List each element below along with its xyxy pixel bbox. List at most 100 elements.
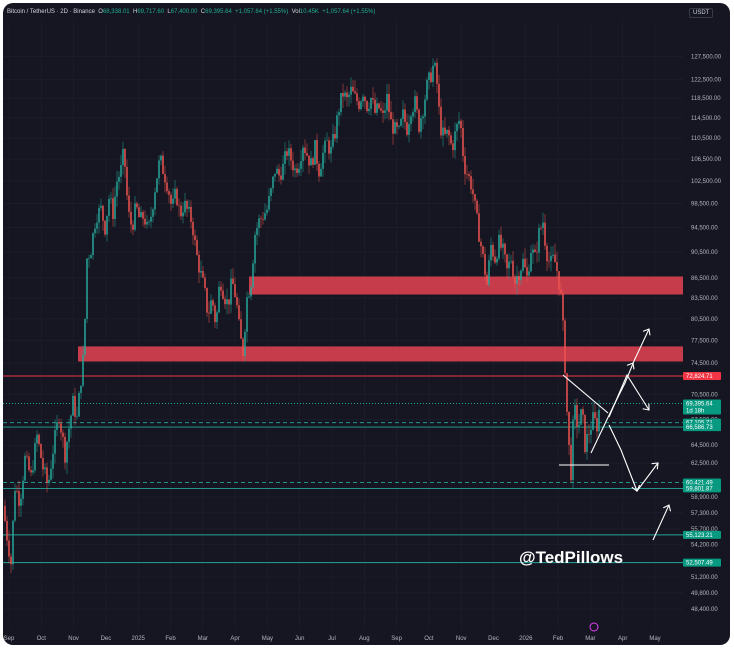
candle-body bbox=[120, 165, 122, 177]
candle-body bbox=[506, 254, 508, 269]
candle-body bbox=[528, 271, 530, 276]
candle-body bbox=[518, 275, 520, 280]
candle-body bbox=[542, 222, 544, 229]
candle-body bbox=[382, 110, 384, 113]
candle-body bbox=[272, 176, 274, 189]
candle-body bbox=[280, 175, 282, 180]
candle-body bbox=[532, 249, 534, 254]
candle-body bbox=[390, 112, 392, 120]
candle-body bbox=[318, 163, 320, 177]
candle-body bbox=[348, 94, 350, 98]
candle-body bbox=[100, 205, 102, 208]
candle-body bbox=[296, 168, 298, 173]
candle-body bbox=[524, 258, 526, 268]
candle-body bbox=[84, 318, 86, 355]
candle-body bbox=[388, 93, 390, 113]
arrow-head-stroke bbox=[631, 484, 641, 492]
candle-body bbox=[92, 233, 94, 256]
candle-body bbox=[38, 434, 40, 445]
time-axis[interactable]: Sep Oct Nov Dec 2025 Feb Mar Apr May Jun Jul Aug Sep… bbox=[4, 636, 661, 642]
candle-body bbox=[58, 422, 60, 424]
candle-body bbox=[326, 140, 328, 142]
resistance-zone bbox=[78, 346, 683, 362]
candle-body bbox=[400, 118, 402, 126]
candle-body bbox=[244, 331, 246, 357]
candle-body bbox=[204, 277, 206, 288]
x-tick-label: Mar bbox=[585, 636, 595, 642]
candle-body bbox=[288, 148, 290, 156]
candle-body bbox=[232, 278, 234, 285]
y-tick-label: 55,700.00 bbox=[691, 527, 718, 533]
candle-body bbox=[420, 118, 422, 132]
y-tick-label: 62,500.00 bbox=[691, 461, 718, 467]
candle-body bbox=[106, 215, 108, 235]
scenario-line bbox=[562, 374, 609, 414]
candle-body bbox=[512, 260, 514, 277]
x-tick-label: May bbox=[262, 636, 273, 642]
level-label: 66,586.73 bbox=[686, 425, 713, 431]
candle-body bbox=[48, 479, 50, 483]
price-chart[interactable]: 127,500.00 122,500.00 118,500.00 114,500.00… bbox=[3, 3, 730, 645]
candle-body bbox=[374, 99, 376, 113]
candle-body bbox=[360, 101, 362, 110]
symbol-title[interactable]: Bitcoin / TetherUS · 2D · Binance bbox=[7, 9, 95, 15]
x-tick-label: 2026 bbox=[519, 636, 533, 642]
candle-body bbox=[216, 312, 218, 323]
candle-body bbox=[394, 122, 396, 134]
candle-body bbox=[486, 274, 488, 285]
candle-body bbox=[178, 205, 180, 206]
candle-body bbox=[386, 93, 388, 111]
candle-body bbox=[256, 228, 258, 235]
candle-body bbox=[76, 416, 78, 418]
candle-body bbox=[404, 109, 406, 123]
volume-label: Vol bbox=[291, 9, 300, 15]
arrow-head bbox=[642, 328, 651, 336]
candle-body bbox=[470, 176, 472, 190]
candle-body bbox=[380, 108, 382, 111]
candle-body bbox=[146, 221, 148, 225]
y-tick-label: 86,500.00 bbox=[691, 276, 718, 282]
candle-body bbox=[98, 207, 100, 223]
candle-body bbox=[170, 194, 172, 204]
candle-body bbox=[22, 480, 24, 499]
candle-body bbox=[8, 540, 10, 557]
candle-body bbox=[578, 424, 580, 427]
candle-body bbox=[214, 305, 216, 323]
candle-body bbox=[314, 140, 316, 165]
level-label-box bbox=[683, 399, 721, 415]
level-label-box bbox=[683, 371, 721, 380]
candle-body bbox=[118, 176, 120, 182]
candle-body bbox=[358, 101, 360, 110]
y-tick-label: 127,500.00 bbox=[691, 54, 722, 60]
candle-body bbox=[490, 244, 492, 261]
candle-body bbox=[482, 246, 484, 254]
level-label: 55,123.21 bbox=[686, 533, 713, 539]
price-axis[interactable]: 127,500.00 122,500.00 118,500.00 114,500.00… bbox=[691, 54, 722, 613]
candle-body bbox=[480, 241, 482, 247]
candle-body bbox=[594, 412, 596, 419]
candle-body bbox=[498, 234, 500, 259]
candle-body bbox=[122, 149, 124, 166]
candle-body bbox=[432, 65, 434, 83]
candle-body bbox=[80, 385, 82, 393]
candle-body bbox=[294, 168, 296, 171]
candle-body bbox=[302, 147, 304, 162]
candle-body bbox=[514, 276, 516, 284]
x-tick-label: Mar bbox=[198, 636, 208, 642]
currency-badge[interactable]: USDT bbox=[689, 8, 714, 18]
candle-body bbox=[396, 122, 398, 127]
candle-body bbox=[520, 270, 522, 280]
y-tick-label: 90,500.00 bbox=[691, 250, 718, 256]
candle-body bbox=[330, 146, 332, 154]
candle-body bbox=[484, 253, 486, 275]
candle-body bbox=[176, 188, 178, 206]
candle-body bbox=[94, 228, 96, 234]
candle-body bbox=[158, 160, 160, 179]
x-tick-label: Dec bbox=[101, 636, 112, 642]
candle-body bbox=[366, 100, 368, 112]
candle-body bbox=[136, 203, 138, 208]
candle-body bbox=[582, 409, 584, 415]
candle-body bbox=[202, 271, 204, 278]
level-label: 69,395.64 bbox=[686, 402, 713, 408]
symbol-header: Bitcoin / TetherUS · 2D · Binance O68,33… bbox=[7, 9, 375, 15]
